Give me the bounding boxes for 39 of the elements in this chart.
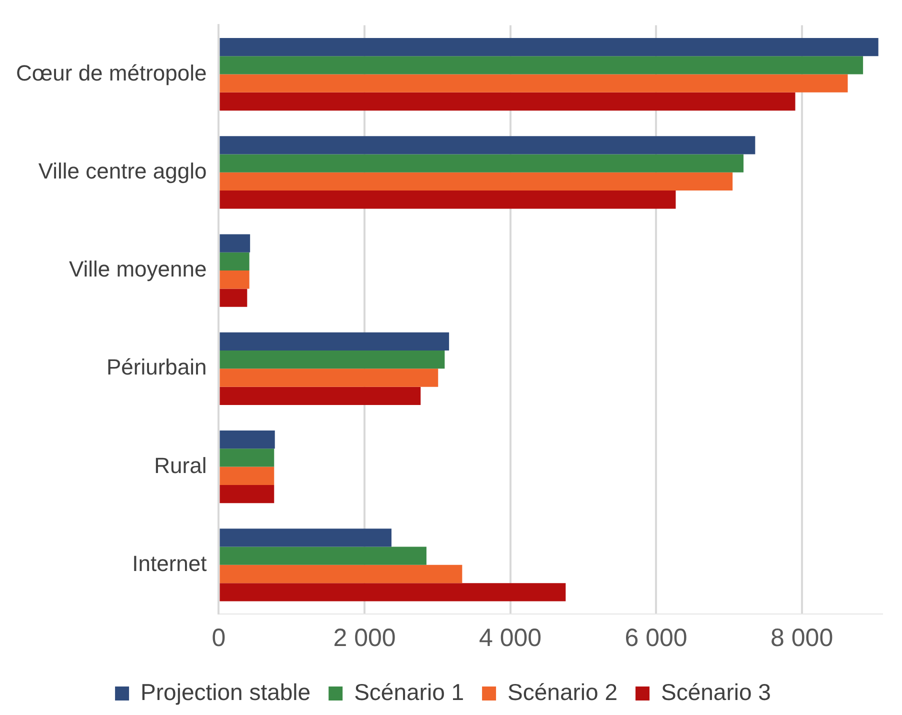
y-tick-label: Rural [154,452,207,478]
bar [220,484,274,504]
legend-label: Projection stable [140,678,311,705]
bar [220,583,566,602]
bar [220,38,878,56]
bar [220,564,462,584]
legend-label: Scénario 3 [661,678,771,705]
bar [220,252,250,271]
bar [220,190,676,209]
legend-label: Scénario 1 [354,678,464,705]
x-tick-label: 6 000 [624,624,688,652]
bar [220,172,733,191]
bar [220,430,275,449]
bar [220,92,796,111]
y-tick-label: Cœur de métropole [16,60,207,86]
y-tick-label: Internet [132,550,207,576]
bar [220,288,248,307]
bar [220,74,848,92]
bar [220,368,438,387]
legend-label: Scénario 2 [508,678,618,705]
bar [220,386,421,405]
bar [220,448,274,467]
bar [220,154,744,172]
x-tick-label: 0 [212,624,226,652]
bar [220,234,250,252]
x-tick-label: 4 000 [479,624,542,652]
x-tick-label: 2 000 [333,624,396,652]
bar [220,546,426,565]
x-tick-label: 8 000 [770,624,834,652]
y-tick-label: Périurbain [106,354,207,380]
y-tick-label: Ville centre agglo [38,158,207,184]
bar [220,270,250,289]
bar [220,528,392,547]
bar [220,136,756,154]
y-tick-label: Ville moyenne [68,256,207,282]
bar [220,466,274,485]
bar [220,332,450,351]
bar [220,56,864,74]
bar [220,350,445,369]
